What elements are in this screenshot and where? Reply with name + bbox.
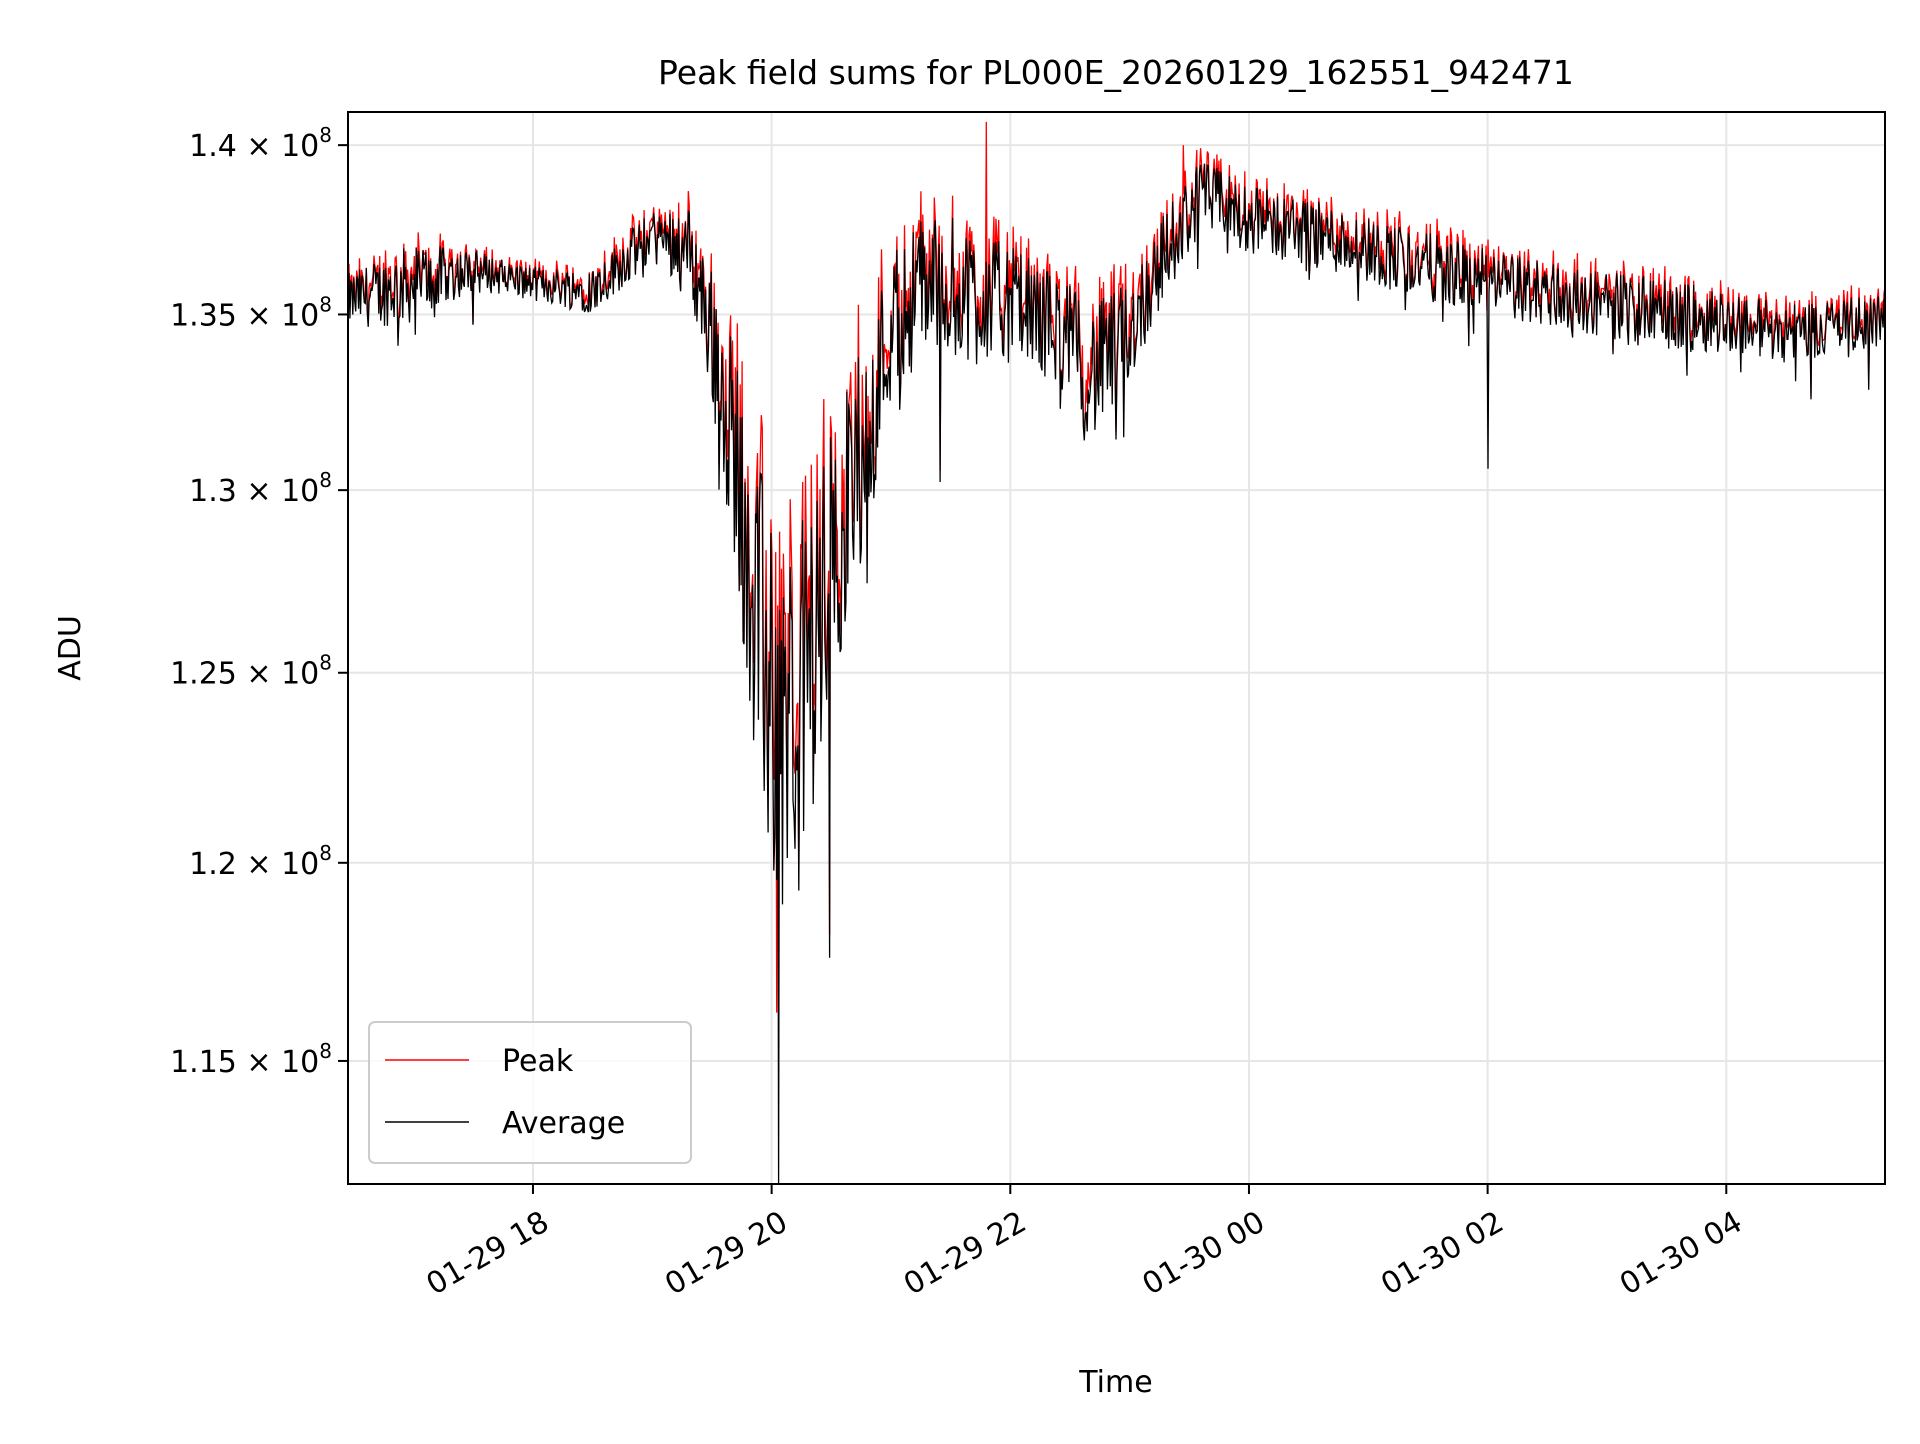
- y-axis-ticks: 1.15 × 108 1.2 × 108 1.25 × 108 1.3 × 108 1.…: [170, 123, 348, 1080]
- y-tick-label: 1.2 × 108: [189, 841, 332, 882]
- y-axis-label: ADU: [53, 615, 88, 681]
- x-axis-ticks: 01-29 18 01-29 20 01-29 22 01-30 00 01-30 02…: [421, 1184, 1748, 1303]
- y-tick-label: 1.35 × 108: [170, 292, 332, 333]
- legend-label-peak: Peak: [502, 1044, 574, 1079]
- legend-box: [368, 1021, 692, 1164]
- y-tick-label: 1.4 × 108: [189, 123, 332, 164]
- x-tick-label: 01-29 20: [659, 1205, 793, 1303]
- legend: Peak Average: [368, 1021, 692, 1164]
- series-line-average: [347, 164, 1886, 1185]
- x-axis-label: Time: [1078, 1365, 1152, 1400]
- y-tick-label: 1.25 × 108: [170, 651, 332, 692]
- legend-label-average: Average: [502, 1106, 625, 1141]
- x-tick-label: 01-30 00: [1137, 1205, 1271, 1303]
- x-tick-label: 01-30 02: [1375, 1205, 1509, 1303]
- y-tick-label: 1.15 × 108: [170, 1039, 332, 1080]
- series-layer: [347, 121, 1886, 1185]
- plot-area: [347, 111, 1886, 1185]
- y-tick-label: 1.3 × 108: [189, 468, 332, 509]
- chart-title: Peak field sums for PL000E_20260129_1625…: [658, 53, 1574, 92]
- x-tick-label: 01-30 04: [1614, 1205, 1748, 1303]
- series-line-peak: [347, 121, 1886, 1013]
- x-tick-label: 01-29 18: [421, 1205, 555, 1303]
- x-tick-label: 01-29 22: [898, 1205, 1032, 1303]
